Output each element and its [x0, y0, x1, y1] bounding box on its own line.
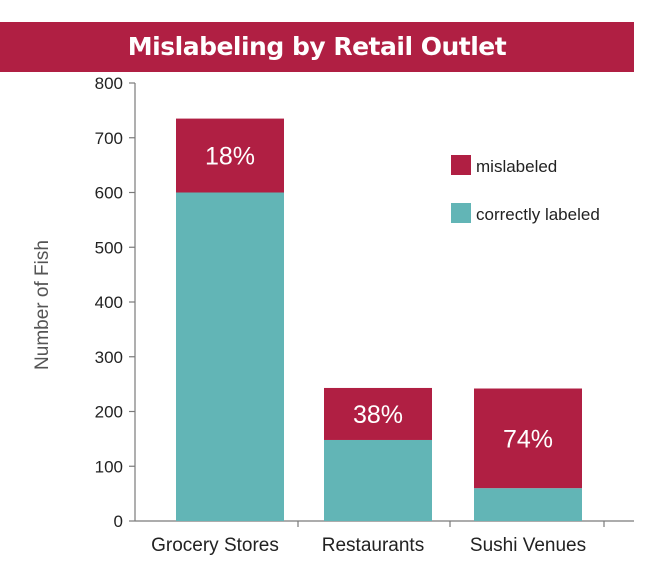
title-bar: Mislabeling by Retail Outlet [0, 22, 634, 72]
data-label: 38% [353, 401, 403, 429]
y-tick-label: 100 [95, 457, 123, 476]
bar-mislabeled-sushi-venues [474, 388, 582, 489]
y-tick-label: 200 [95, 403, 123, 422]
data-label: 18% [205, 143, 255, 171]
chart-title: Mislabeling by Retail Outlet [127, 32, 507, 61]
chart-bars [176, 118, 582, 521]
legend-swatch [451, 203, 471, 223]
y-tick-label: 700 [95, 129, 123, 148]
chart-legend: mislabeled correctly labeled [451, 155, 600, 224]
x-tick-label: Sushi Venues [470, 535, 586, 556]
bar-mislabeled-grocery-stores [176, 118, 284, 193]
legend-swatch [451, 155, 471, 175]
x-tick-label: Grocery Stores [151, 535, 279, 556]
legend-label: correctly labeled [476, 205, 600, 224]
data-label: 74% [503, 425, 553, 453]
y-tick-label: 600 [95, 184, 123, 203]
bar-correctly-labeled-grocery-stores [176, 192, 284, 521]
bar-correctly-labeled-sushi-venues [474, 488, 582, 521]
y-tick-label: 0 [114, 512, 123, 531]
bar-correctly-labeled-restaurants [324, 439, 432, 521]
legend-label: mislabeled [476, 157, 557, 176]
y-tick-label: 800 [95, 74, 123, 93]
y-axis-label: Number of Fish [32, 240, 53, 370]
bar-mislabeled-restaurants [324, 387, 432, 440]
chart-axes: 0 100 200 300 400 500 600 700 800 [95, 74, 634, 531]
y-tick-label: 400 [95, 293, 123, 312]
x-tick-label: Restaurants [322, 535, 424, 556]
y-tick-label: 500 [95, 238, 123, 257]
y-tick-label: 300 [95, 348, 123, 367]
chart-labels: 18% Grocery Stores 38% Restaurants 74% Sushi … [151, 143, 586, 556]
